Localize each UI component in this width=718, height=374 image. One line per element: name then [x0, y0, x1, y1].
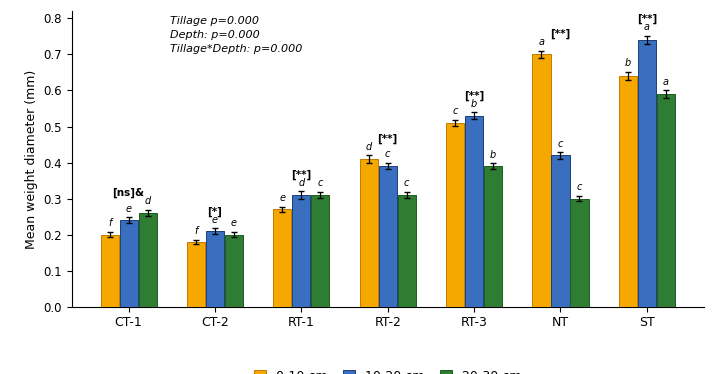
Text: e: e	[279, 193, 285, 203]
Text: [**]: [**]	[464, 90, 484, 101]
Text: d: d	[298, 178, 304, 188]
Text: c: c	[317, 178, 323, 188]
Text: e: e	[212, 215, 218, 225]
Bar	[484, 166, 502, 307]
Bar	[206, 231, 224, 307]
Text: c: c	[404, 178, 409, 188]
Bar	[187, 242, 205, 307]
Text: b: b	[471, 98, 477, 108]
Text: b: b	[490, 150, 496, 160]
Bar	[360, 159, 378, 307]
Text: b: b	[625, 58, 631, 68]
Bar	[225, 234, 243, 307]
Text: c: c	[558, 138, 563, 148]
Bar	[446, 123, 464, 307]
Text: f: f	[195, 226, 197, 236]
Text: [**]: [**]	[637, 14, 657, 24]
Text: [*]: [*]	[208, 207, 223, 217]
Bar	[465, 116, 483, 307]
Legend: 0-10 cm, 10-20 cm, 20-30 cm: 0-10 cm, 10-20 cm, 20-30 cm	[250, 366, 526, 374]
Bar	[398, 195, 416, 307]
Bar	[638, 40, 656, 307]
Text: a: a	[538, 37, 544, 47]
Text: c: c	[452, 107, 458, 116]
Text: c: c	[385, 149, 391, 159]
Text: e: e	[231, 218, 237, 229]
Text: [**]: [**]	[292, 169, 312, 180]
Text: d: d	[144, 196, 151, 206]
Text: [**]: [**]	[550, 29, 571, 39]
Y-axis label: Mean weight diameter (mm): Mean weight diameter (mm)	[25, 69, 38, 249]
Text: a: a	[644, 22, 650, 32]
Text: f: f	[108, 218, 111, 229]
Bar	[619, 76, 637, 307]
Bar	[657, 94, 675, 307]
Text: [ns]&: [ns]&	[113, 188, 144, 198]
Bar	[378, 166, 397, 307]
Text: e: e	[126, 204, 131, 214]
Bar	[274, 209, 292, 307]
Bar	[533, 55, 551, 307]
Bar	[292, 195, 310, 307]
Bar	[551, 155, 569, 307]
Text: a: a	[663, 77, 669, 87]
Bar	[139, 213, 157, 307]
Bar	[570, 199, 589, 307]
Bar	[101, 234, 118, 307]
Bar	[312, 195, 330, 307]
Bar	[119, 220, 138, 307]
Text: Tillage p=0.000
Depth: p=0.000
Tillage*Depth: p=0.000: Tillage p=0.000 Depth: p=0.000 Tillage*D…	[169, 16, 302, 53]
Text: c: c	[577, 182, 582, 192]
Text: [**]: [**]	[378, 134, 398, 144]
Text: d: d	[365, 142, 372, 152]
